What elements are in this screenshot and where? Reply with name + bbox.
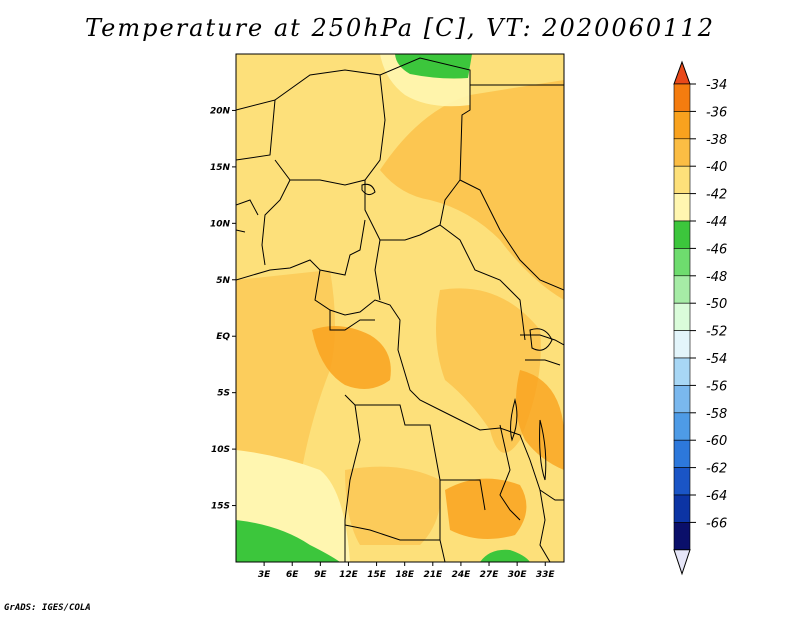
- colorbar-segment: [673, 439, 691, 468]
- colorbar-label: -58: [706, 407, 727, 422]
- map-title: Temperature at 250hPa [C], VT: 202006011…: [85, 14, 715, 42]
- colorbar-over-triangle: [673, 60, 691, 85]
- colorbar-under-triangle: [673, 549, 691, 576]
- colorbar-label: -52: [706, 325, 727, 340]
- colorbar-label: -44: [706, 215, 727, 230]
- field-region-green-south-west: [236, 520, 340, 562]
- colorbar-label: -60: [706, 434, 727, 449]
- lat-tick-label: EQ: [216, 332, 230, 342]
- latitude-axis: 20N 15N 10N 5N EQ 5S 10S 15S: [210, 106, 236, 512]
- colorbar-segment: [673, 522, 691, 551]
- colorbar-segment: [673, 467, 691, 496]
- colorbar-segment: [673, 111, 691, 140]
- colorbar-label: -42: [706, 188, 727, 203]
- lon-tick-label: 24E: [452, 570, 472, 580]
- colorbar-label: -34: [706, 78, 727, 93]
- lon-tick-label: 3E: [258, 570, 271, 580]
- colorbar-label: -38: [706, 133, 727, 148]
- colorbar-segment: [673, 165, 691, 194]
- colorbar: -34 -36 -38 -40 -42 -44 -46 -48 -50 -52 -54 -56 -58 -…: [673, 60, 727, 576]
- lat-tick-label: 10S: [211, 445, 230, 455]
- colorbar-label: -50: [706, 297, 727, 312]
- field-region-west: [236, 270, 335, 480]
- colorbar-label: -46: [706, 242, 727, 257]
- colorbar-segment: [673, 357, 691, 386]
- colorbar-segment: [673, 220, 691, 249]
- lon-tick-label: 30E: [508, 570, 528, 580]
- colorbar-segment: [673, 248, 691, 277]
- grads-credit: GrADS: IGES/COLA: [4, 603, 91, 613]
- colorbar-segment: [673, 494, 691, 523]
- colorbar-label: -66: [706, 516, 727, 531]
- field-region-south-east: [445, 478, 527, 539]
- lon-tick-label: 33E: [536, 570, 556, 580]
- lon-tick-label: 21E: [423, 570, 443, 580]
- country-borders: [236, 57, 564, 562]
- lon-tick-label: 6E: [286, 570, 299, 580]
- lat-tick-label: 15S: [211, 502, 230, 512]
- field-region-green-south: [480, 549, 530, 562]
- colorbar-segment: [673, 302, 691, 331]
- colorbar-segment: [673, 193, 691, 222]
- lon-tick-label: 15E: [367, 570, 387, 580]
- lat-tick-label: 15N: [210, 163, 231, 173]
- colorbar-label: -48: [706, 270, 727, 285]
- colorbar-segment: [673, 275, 691, 304]
- lat-tick-label: 20N: [210, 106, 231, 116]
- temperature-field: [236, 54, 564, 562]
- lat-tick-label: 5N: [216, 276, 230, 286]
- lon-tick-label: 9E: [314, 570, 327, 580]
- field-region-north-east: [380, 80, 564, 300]
- colorbar-segment: [673, 385, 691, 414]
- lon-tick-label: 18E: [395, 570, 415, 580]
- lat-tick-label: 5S: [217, 389, 230, 399]
- colorbar-segment: [673, 412, 691, 441]
- field-region-congo-west: [312, 326, 391, 389]
- lon-tick-label: 27E: [480, 570, 500, 580]
- colorbar-label: -40: [706, 160, 727, 175]
- colorbar-segment: [673, 83, 691, 112]
- colorbar-segment: [673, 138, 691, 167]
- map-frame: [235, 53, 565, 563]
- lon-tick-label: 12E: [339, 570, 359, 580]
- field-region-south: [345, 466, 441, 545]
- colorbar-label: -64: [706, 489, 727, 504]
- colorbar-label: -54: [706, 352, 727, 367]
- field-region-congo-east: [436, 288, 541, 453]
- lakes: [361, 183, 553, 481]
- colorbar-segment: [673, 330, 691, 359]
- colorbar-label: -56: [706, 379, 727, 394]
- colorbar-label: -36: [706, 105, 727, 120]
- longitude-axis: 3E 6E 9E 12E 15E 18E 21E 24E 27E 30E 33E: [258, 562, 556, 580]
- lat-tick-label: 10N: [210, 219, 231, 229]
- colorbar-label: -62: [706, 462, 727, 477]
